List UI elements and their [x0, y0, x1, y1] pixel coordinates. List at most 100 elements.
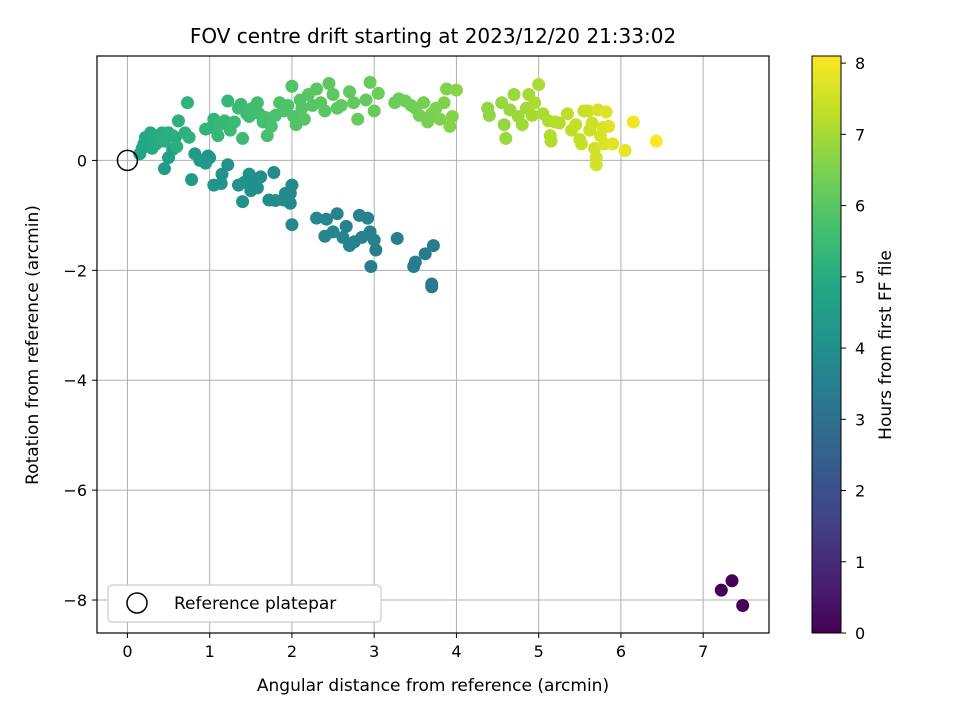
y-axis-title: Rotation from reference (arcmin)	[23, 205, 43, 485]
data-point	[390, 231, 404, 245]
data-point	[532, 78, 546, 92]
x-tick-label: 5	[534, 642, 544, 661]
data-point	[319, 212, 333, 226]
colorbar-tick-label: 7	[855, 125, 865, 144]
data-point	[171, 114, 185, 128]
colorbar-tick-label: 4	[855, 339, 865, 358]
data-point	[497, 118, 511, 132]
data-point	[281, 98, 295, 112]
data-point	[443, 119, 457, 133]
colorbar-tick-label: 6	[855, 197, 865, 216]
data-point	[250, 96, 264, 110]
data-point	[602, 119, 616, 133]
data-point	[626, 115, 640, 129]
data-point	[426, 239, 440, 253]
data-point	[343, 85, 357, 99]
y-tick-label: −4	[63, 371, 87, 390]
data-points	[133, 75, 750, 613]
data-point	[714, 583, 728, 597]
data-point	[185, 173, 199, 187]
data-point	[227, 115, 241, 129]
data-point	[339, 219, 353, 233]
data-point	[211, 129, 225, 143]
data-point	[364, 259, 378, 273]
data-point	[217, 114, 231, 128]
y-tick-label: −2	[63, 261, 87, 280]
data-point	[544, 134, 558, 148]
data-point	[347, 96, 361, 110]
data-point	[318, 104, 332, 118]
colorbar-tick-label: 5	[855, 268, 865, 287]
colorbar-title: Hours from first FF file	[876, 250, 896, 440]
data-point	[581, 104, 595, 118]
data-point	[525, 108, 539, 122]
data-point	[322, 76, 336, 90]
data-point	[569, 118, 583, 132]
data-point	[407, 259, 421, 273]
data-point	[207, 178, 221, 192]
legend-marker	[126, 592, 148, 614]
data-point	[170, 140, 184, 154]
data-point	[445, 109, 459, 123]
data-point	[182, 130, 196, 144]
data-point	[234, 97, 248, 111]
data-point	[433, 112, 447, 126]
data-point	[267, 165, 281, 179]
data-point	[180, 96, 194, 110]
data-point	[188, 147, 202, 161]
data-point	[334, 98, 348, 112]
x-tick-label: 2	[287, 642, 297, 661]
data-point	[285, 79, 299, 93]
data-point	[221, 94, 235, 108]
data-point	[295, 101, 309, 115]
data-point	[449, 83, 463, 97]
colorbar-gradient	[811, 55, 842, 634]
data-point	[606, 137, 620, 151]
data-point	[528, 96, 542, 110]
grid-lines	[97, 56, 769, 633]
plot-area: 0 1 2 3 4 5 6 7 −8 −6 −4 −2 0 Reference platepar	[63, 55, 770, 661]
data-point	[515, 118, 529, 132]
data-point	[418, 247, 432, 261]
data-point	[318, 229, 332, 243]
x-tick-label: 7	[698, 642, 708, 661]
data-point	[585, 116, 599, 130]
x-axis-title: Angular distance from reference (arcmin)	[257, 676, 609, 696]
colorbar-tick-label: 0	[855, 624, 865, 643]
x-axis-ticks: 0 1 2 3 4 5 6 7	[122, 633, 708, 661]
colorbar: 0 1 2 3 4 5 6 7 8 Hours from first FF file	[811, 54, 896, 643]
data-point	[352, 208, 366, 222]
chart-title: FOV centre drift starting at 2023/12/20 …	[190, 24, 676, 48]
x-tick-label: 4	[451, 642, 461, 661]
data-point	[367, 104, 381, 118]
data-point	[236, 195, 250, 209]
data-point	[297, 112, 311, 126]
data-point	[499, 131, 513, 145]
data-point	[157, 162, 171, 176]
data-point	[236, 131, 250, 145]
data-point	[736, 599, 750, 613]
data-point	[507, 87, 521, 101]
x-tick-label: 3	[369, 642, 379, 661]
colorbar-ticks: 0 1 2 3 4 5 6 7 8	[841, 54, 865, 643]
data-point	[310, 82, 324, 96]
data-point	[351, 112, 365, 126]
data-point	[589, 158, 603, 172]
legend-label: Reference platepar	[174, 594, 336, 614]
data-point	[285, 218, 299, 232]
plot-frame	[96, 55, 770, 634]
data-point	[618, 144, 632, 158]
data-point	[231, 178, 245, 192]
colorbar-tick-label: 3	[855, 410, 865, 429]
data-point	[725, 574, 739, 588]
data-point	[330, 207, 344, 221]
reference-marker	[116, 149, 139, 172]
data-point	[369, 243, 383, 257]
y-tick-label: 0	[77, 151, 87, 170]
data-point	[482, 108, 496, 122]
colorbar-tick-label: 2	[855, 482, 865, 501]
legend: Reference platepar	[107, 584, 382, 623]
x-tick-label: 6	[616, 642, 626, 661]
colorbar-tick-label: 8	[855, 54, 865, 73]
